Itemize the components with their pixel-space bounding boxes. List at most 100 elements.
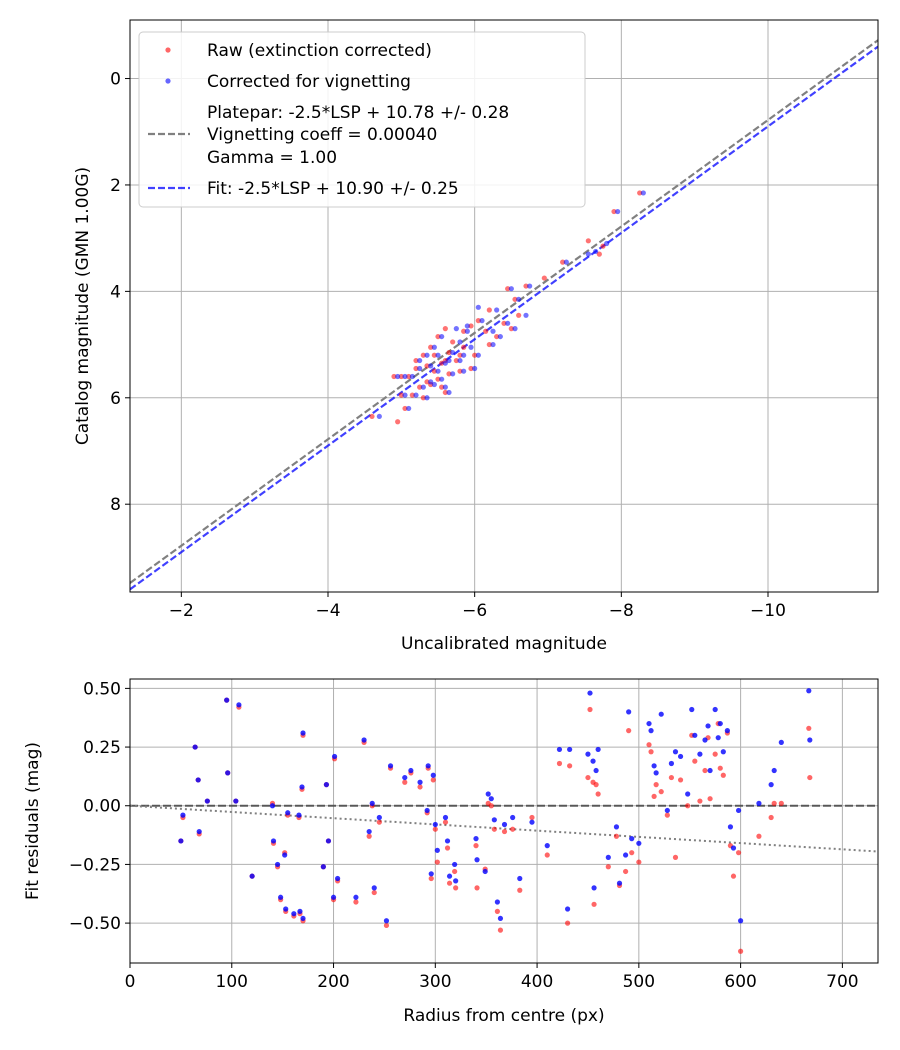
- corrected-residual-point: [224, 697, 230, 703]
- corrected-point: [479, 318, 485, 324]
- corrected-residual-point: [453, 878, 459, 884]
- corrected-residual-point: [685, 791, 691, 797]
- raw-point: [501, 320, 507, 326]
- raw-residual-point: [651, 793, 657, 799]
- corrected-residual-point: [658, 711, 664, 717]
- corrected-point: [442, 384, 448, 390]
- corrected-point: [490, 328, 496, 334]
- corrected-point: [464, 328, 470, 334]
- platepar-line: [130, 39, 878, 584]
- corrected-residual-point: [653, 770, 659, 776]
- corrected-residual-point: [646, 720, 652, 727]
- corrected-point: [527, 283, 533, 289]
- raw-point: [516, 312, 522, 318]
- y-tick-label: 0.25: [83, 738, 121, 758]
- magnitude-chart-points: [369, 190, 646, 425]
- corrected-residual-point: [651, 763, 657, 769]
- corrected-residual-point: [626, 709, 632, 715]
- legend-corrected-label: Corrected for vignetting: [207, 72, 411, 92]
- corrected-point: [497, 333, 503, 340]
- corrected-residual-point: [585, 751, 591, 757]
- raw-point: [420, 352, 426, 358]
- magnitude-chart: −2 −4 −6 −8 −10 0 2 4 6 8 Uncalibrated magnitude…: [73, 19, 879, 654]
- corrected-point: [457, 339, 463, 345]
- raw-residual-point: [735, 850, 742, 856]
- raw-residual-point: [636, 859, 642, 865]
- raw-point: [391, 373, 397, 380]
- corrected-residual-point: [717, 720, 723, 727]
- corrected-residual-point: [605, 854, 611, 860]
- corrected-point: [604, 240, 610, 247]
- raw-residual-point: [517, 887, 523, 893]
- raw-residual-point: [756, 833, 762, 839]
- raw-point: [486, 341, 492, 348]
- raw-point: [398, 392, 404, 398]
- raw-point: [457, 352, 463, 358]
- corrected-residual-point: [369, 800, 375, 806]
- raw-residual-point: [605, 864, 611, 870]
- corrected-residual-point: [425, 763, 431, 769]
- corrected-residual-point: [233, 798, 239, 804]
- corrected-residual-point: [432, 821, 438, 828]
- corrected-residual-point: [724, 728, 730, 734]
- corrected-residual-point: [291, 911, 297, 917]
- legend: Raw (extinction corrected) Corrected for…: [138, 31, 586, 208]
- x-tick-label: 400: [521, 972, 553, 992]
- raw-residual-point: [510, 826, 516, 832]
- raw-point: [483, 328, 489, 334]
- y-tick-label: 2: [110, 176, 121, 196]
- corrected-residual-point: [180, 812, 186, 818]
- magnitude-chart-x-label: Uncalibrated magnitude: [401, 634, 607, 654]
- legend-vignetting-label: Vignetting coeff = 0.00040: [207, 125, 437, 145]
- corrected-residual-point: [494, 899, 500, 905]
- raw-point: [637, 190, 643, 196]
- corrected-residual-point: [677, 753, 684, 760]
- y-tick-label: 6: [110, 389, 121, 409]
- raw-point: [398, 373, 404, 380]
- fit-line: [130, 45, 878, 591]
- corrected-point: [439, 333, 445, 340]
- corrected-residual-point: [383, 918, 390, 924]
- x-tick-label: 700: [826, 972, 858, 992]
- raw-point: [369, 413, 375, 420]
- corrected-point: [428, 379, 434, 385]
- x-tick-label: 300: [419, 972, 451, 992]
- corrected-residual-point: [510, 814, 516, 821]
- corrected-residual-point: [274, 861, 281, 868]
- corrected-residual-point: [544, 843, 550, 849]
- corrected-point: [406, 405, 412, 412]
- raw-point: [395, 419, 401, 425]
- corrected-residual-point: [668, 760, 675, 767]
- raw-point: [442, 389, 448, 396]
- corrected-residual-point: [320, 864, 326, 870]
- y-tick-label: 8: [110, 495, 121, 515]
- corrected-point: [472, 365, 478, 372]
- x-tick-label: −6: [462, 601, 487, 621]
- corrected-point: [461, 368, 467, 374]
- raw-residual-point: [658, 789, 664, 795]
- residuals-chart-frame: [129, 678, 879, 964]
- raw-residual-point: [591, 901, 597, 907]
- raw-residual-point: [428, 875, 434, 882]
- corrected-point: [435, 352, 441, 358]
- raw-point: [475, 318, 481, 324]
- corrected-residual-point: [282, 852, 288, 858]
- raw-residual-point: [707, 796, 713, 802]
- raw-residual-point: [587, 706, 593, 713]
- y-tick-label: 0.50: [83, 679, 121, 699]
- corrected-residual-point: [278, 894, 284, 900]
- raw-residual-point: [383, 922, 390, 929]
- raw-point: [402, 405, 408, 412]
- raw-residual-point: [442, 819, 449, 825]
- raw-point: [424, 379, 430, 385]
- raw-point: [505, 286, 511, 292]
- corrected-point: [516, 296, 522, 302]
- corrected-residual-point: [715, 735, 721, 741]
- corrected-residual-point: [331, 753, 338, 760]
- corrected-residual-point: [590, 758, 596, 764]
- y-tick-label: −0.25: [69, 855, 121, 875]
- corrected-residual-point: [565, 906, 571, 912]
- corrected-point: [450, 371, 456, 377]
- corrected-residual-point: [325, 838, 332, 844]
